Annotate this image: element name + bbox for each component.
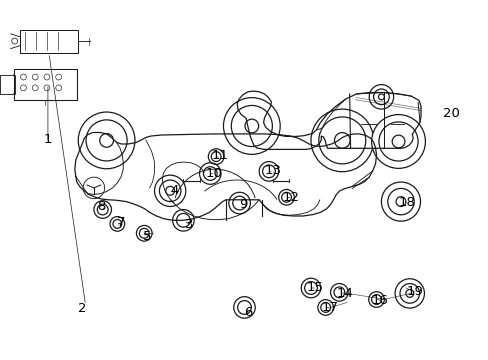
Text: 14: 14 <box>336 287 353 300</box>
Text: 13: 13 <box>264 164 281 177</box>
Text: 8: 8 <box>97 201 106 213</box>
Bar <box>20 30 78 53</box>
Text: 19: 19 <box>406 285 422 298</box>
Text: 7: 7 <box>117 216 125 229</box>
Text: 11: 11 <box>211 149 228 162</box>
Text: 6: 6 <box>244 306 252 319</box>
Circle shape <box>223 98 280 154</box>
Text: 4: 4 <box>169 184 178 197</box>
Text: 1: 1 <box>43 133 52 146</box>
Text: 9: 9 <box>239 198 247 211</box>
Circle shape <box>78 112 135 169</box>
Bar <box>0 75 15 94</box>
Text: 10: 10 <box>205 167 222 180</box>
Text: 16: 16 <box>371 294 388 307</box>
Text: 3: 3 <box>185 218 194 231</box>
Circle shape <box>371 114 425 168</box>
Circle shape <box>310 109 373 172</box>
Text: 12: 12 <box>282 191 299 204</box>
Text: 15: 15 <box>306 281 323 294</box>
Text: 20: 20 <box>443 107 459 120</box>
Bar <box>14 69 77 100</box>
Text: 18: 18 <box>398 196 414 209</box>
Text: 5: 5 <box>143 230 152 243</box>
Text: 17: 17 <box>321 301 337 314</box>
Text: 2: 2 <box>78 302 86 315</box>
